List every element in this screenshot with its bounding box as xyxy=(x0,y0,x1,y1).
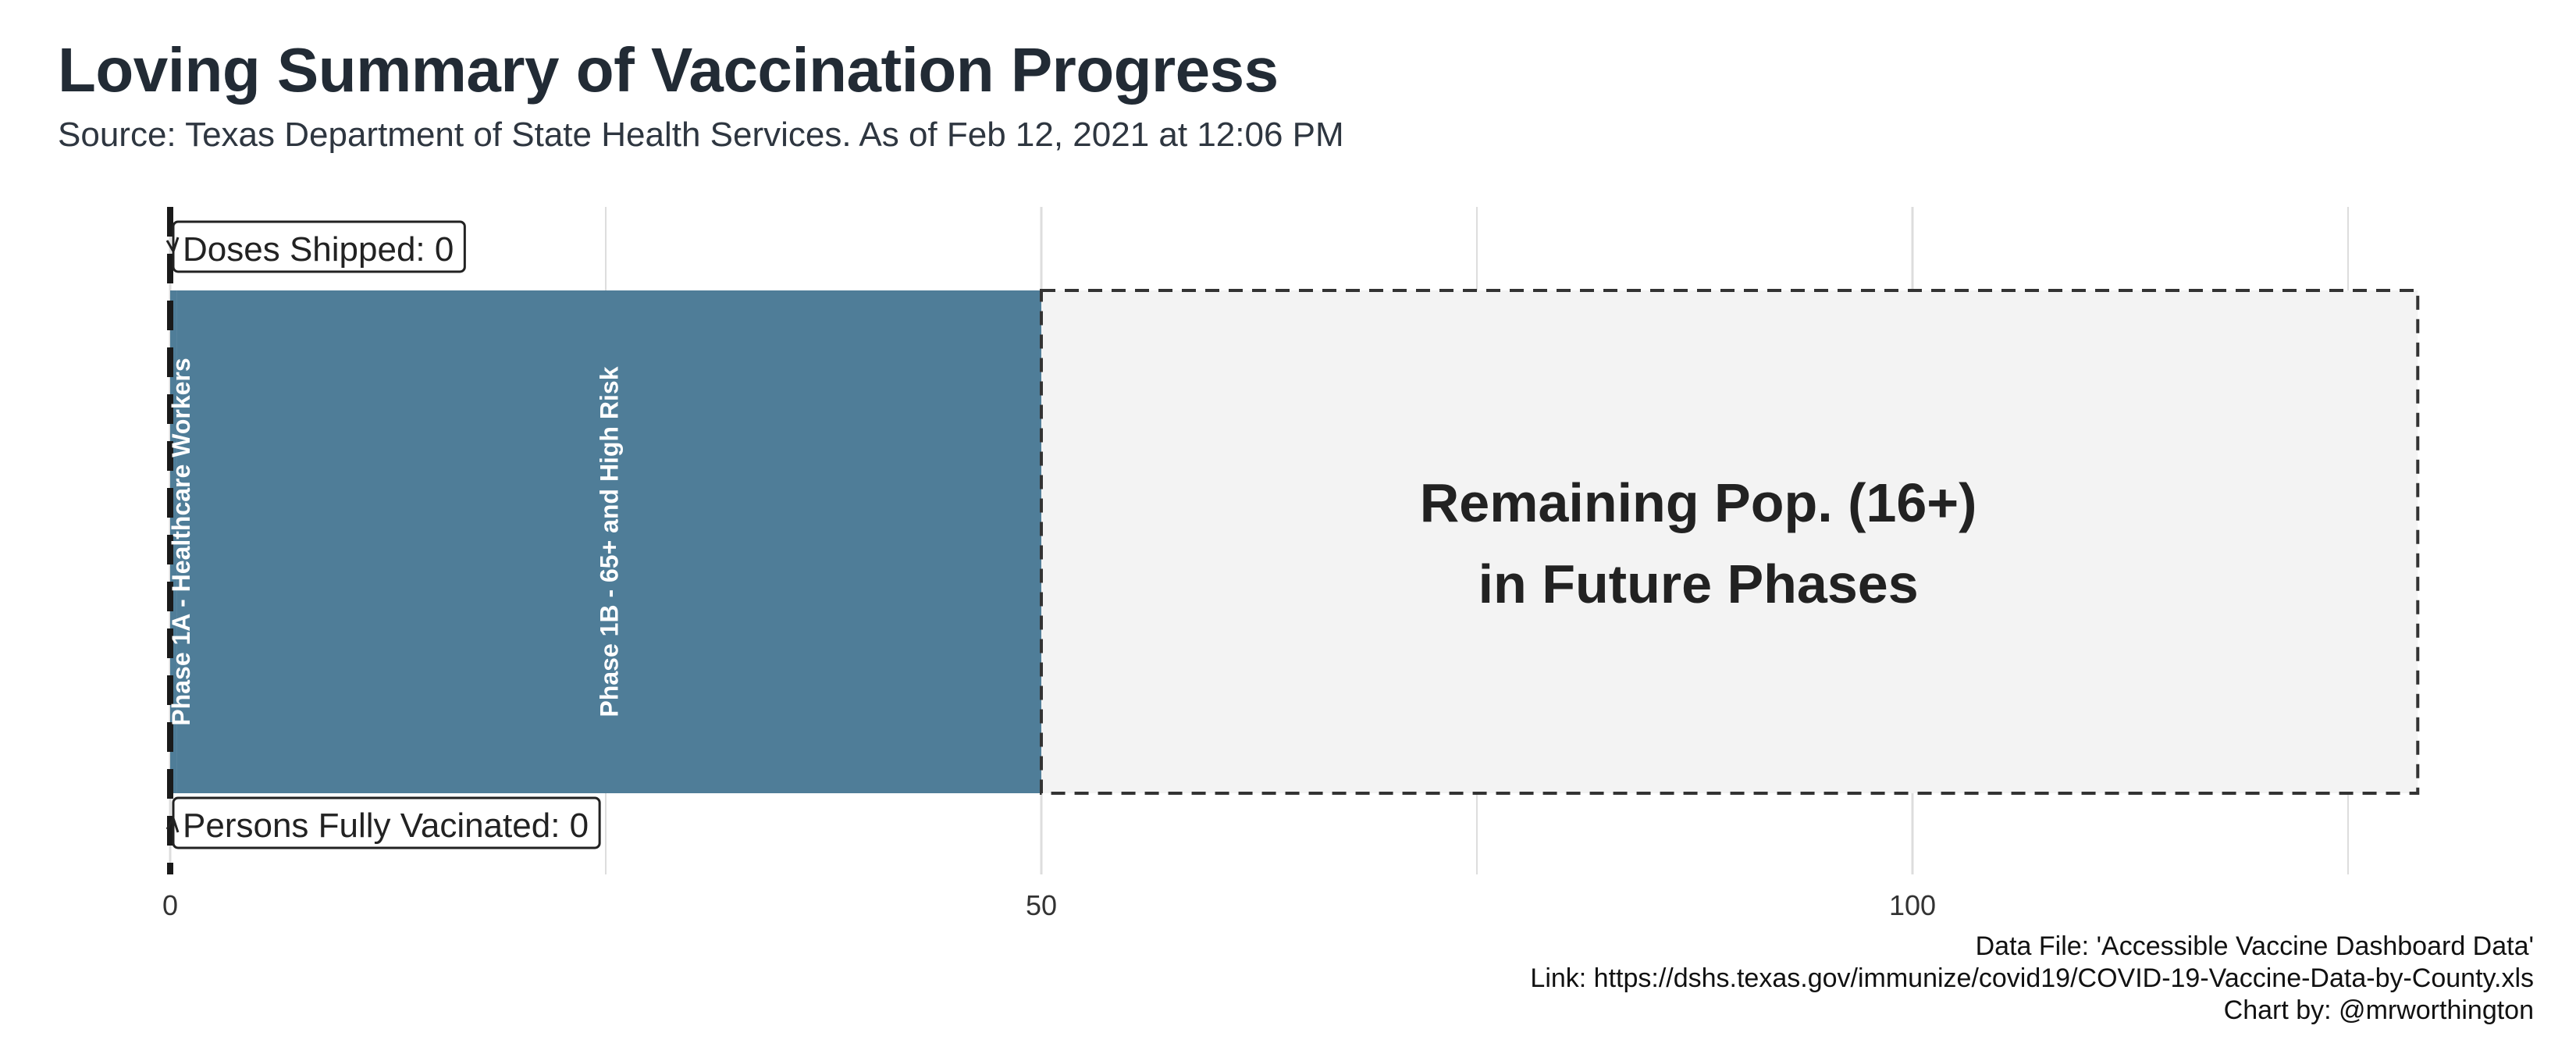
annotation-box-2 xyxy=(172,796,601,849)
x-axis-ticks: 0 50 100 xyxy=(162,889,1936,921)
bar-segments xyxy=(167,207,2420,874)
caption-data-file: Data File: 'Accessible Vaccine Dashboard… xyxy=(1975,931,2534,961)
phase-label-1: Phase 1A - Healthcare Workers xyxy=(167,358,195,725)
chart-title: Loving Summary of Vaccination Progress xyxy=(58,35,1279,105)
caption-credit: Chart by: @mrworthington xyxy=(2223,995,2534,1025)
caption-link[interactable]: Link: https://dshs.texas.gov/immunize/co… xyxy=(1530,963,2534,993)
remaining-label-line-1: Remaining Pop. (16+) xyxy=(1420,472,1977,533)
x-tick-label-100: 100 xyxy=(1889,889,1936,921)
annotation-pointer-1 xyxy=(165,237,180,255)
annotation-pointer-2 xyxy=(165,815,180,833)
annotation-label-1: Doses Shipped: 0 xyxy=(183,230,454,269)
annotation-box-1 xyxy=(172,220,466,273)
phase-bar-1 xyxy=(170,290,177,793)
x-tick-label-0: 0 xyxy=(162,889,178,921)
remaining-population-bar xyxy=(1040,289,2420,795)
chart-caption: Data File: 'Accessible Vaccine Dashboard… xyxy=(1530,931,2534,1027)
remaining-label-line-2: in Future Phases xyxy=(1478,554,1919,614)
phase-bar-2 xyxy=(176,290,1042,793)
chart-subtitle: Source: Texas Department of State Health… xyxy=(58,116,1344,154)
phase-label-2: Phase 1B - 65+ and High Risk xyxy=(595,366,623,717)
x-tick-label-50: 50 xyxy=(1026,889,1057,921)
annotation-label-2: Persons Fully Vacinated: 0 xyxy=(183,807,589,845)
annotations: Doses Shipped: 0 Persons Fully Vacinated:… xyxy=(165,220,601,849)
bar-labels: Phase 1A - Healthcare Workers Phase 1B - … xyxy=(167,358,1977,725)
